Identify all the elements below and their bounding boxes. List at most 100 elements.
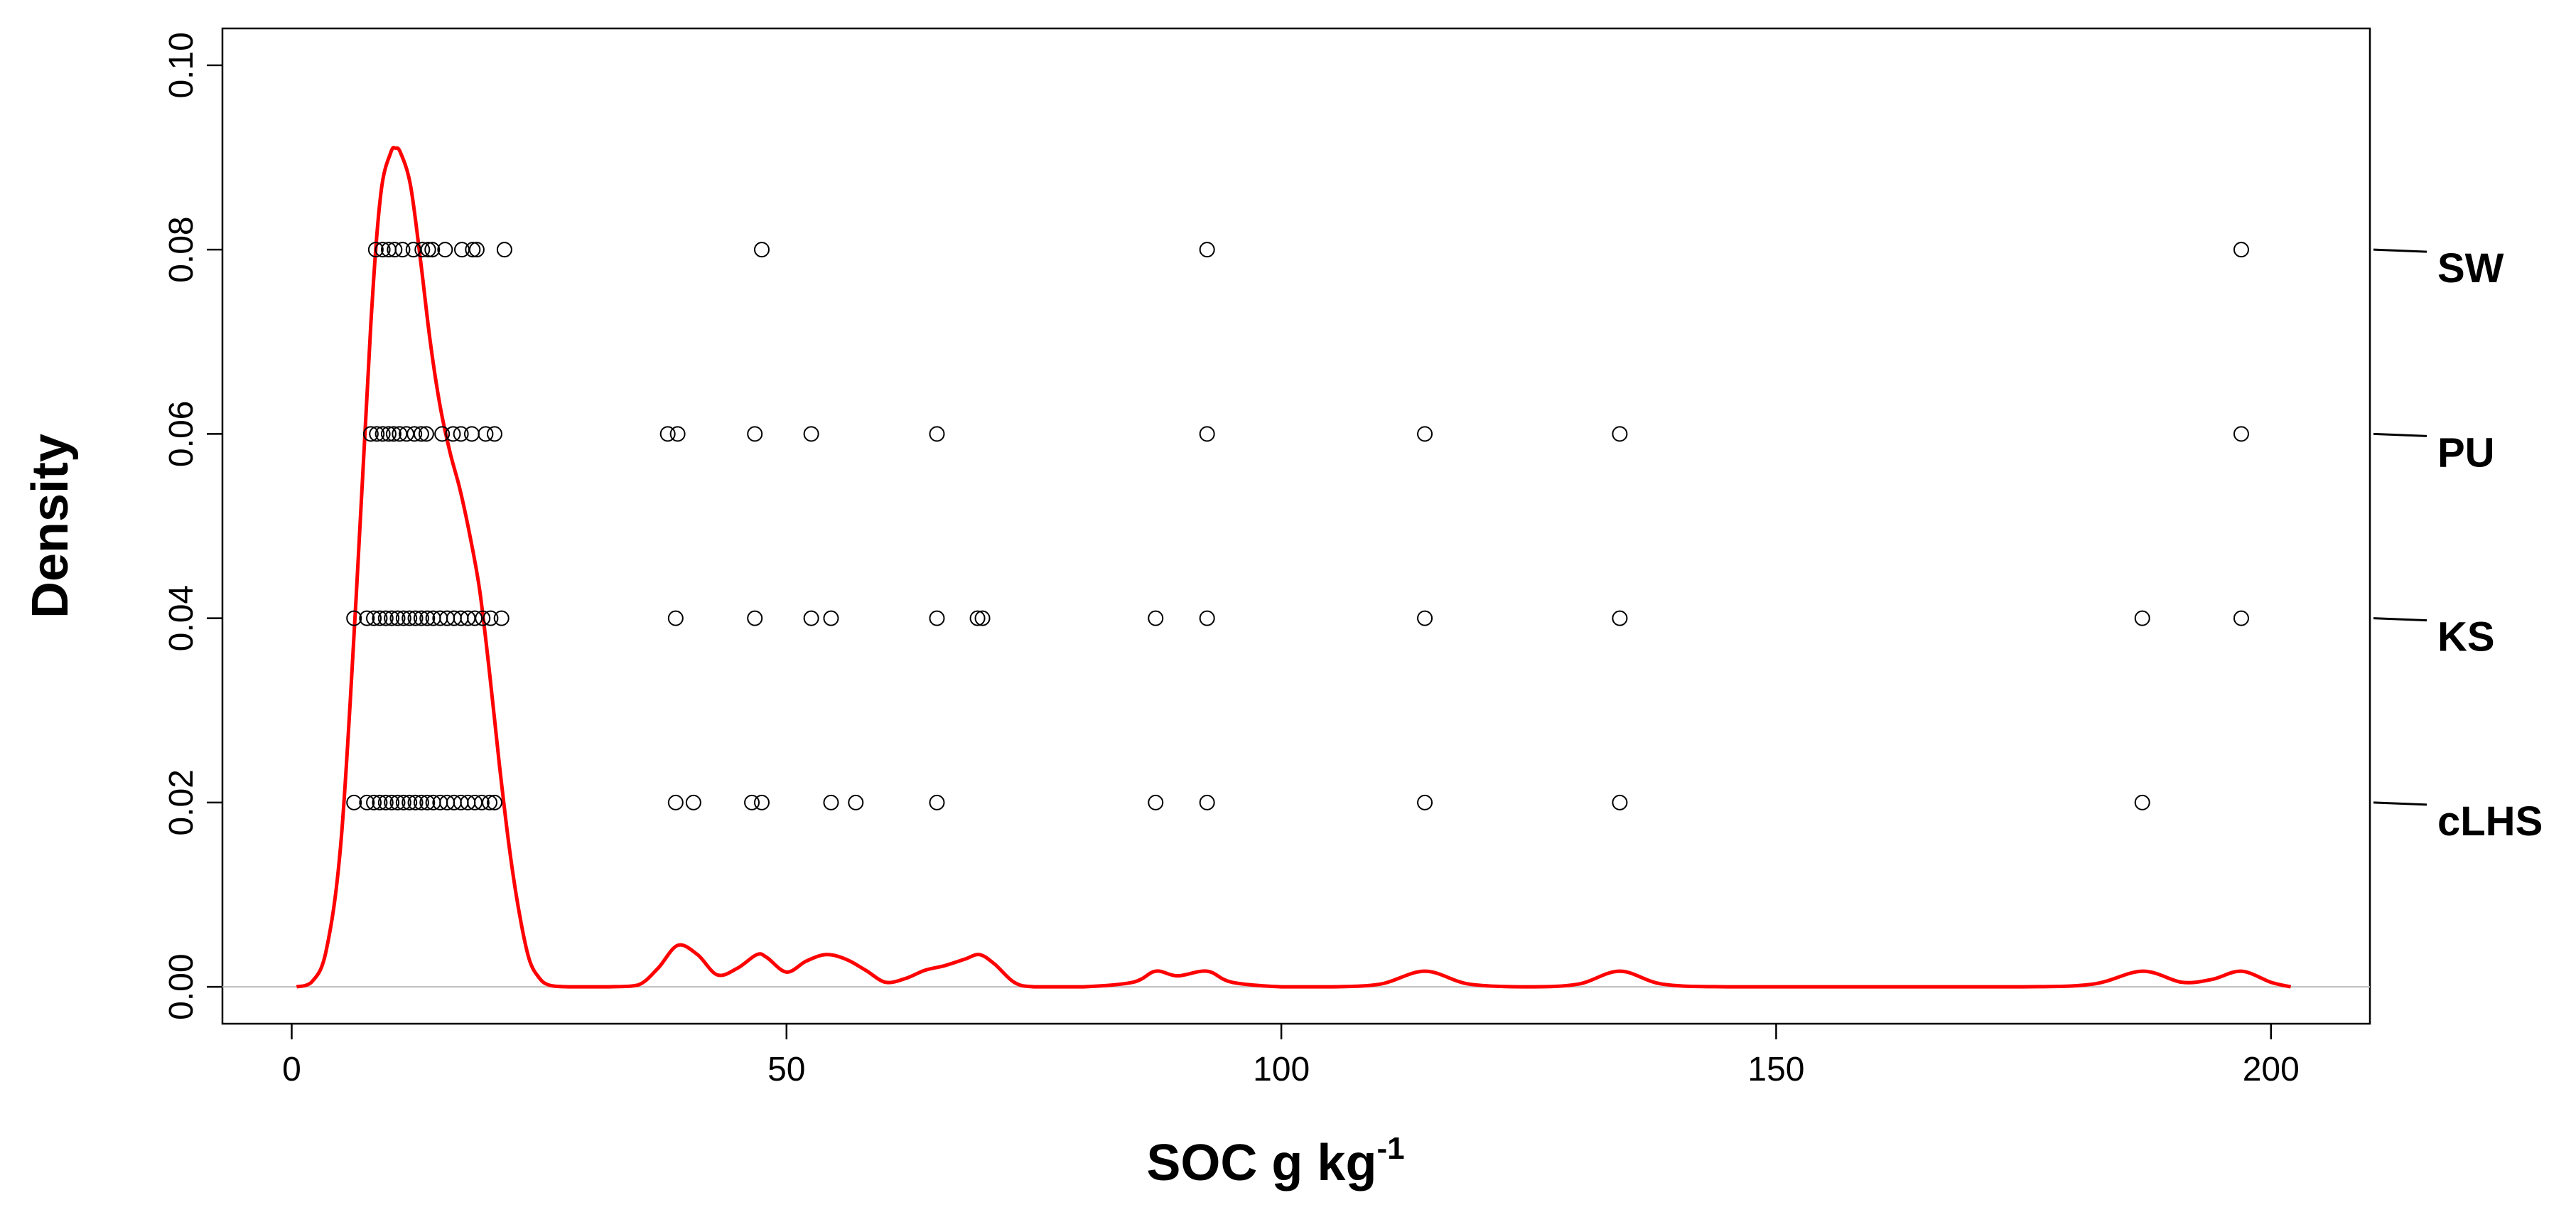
y-tick-label: 0.06 — [163, 401, 200, 467]
x-tick-label: 100 — [1253, 1051, 1310, 1088]
plot-frame — [221, 27, 2371, 1025]
data-point-pu — [385, 426, 402, 442]
data-point-ks — [483, 610, 499, 626]
data-point-sw — [420, 242, 436, 258]
data-point-ks — [1417, 610, 1433, 626]
data-point-ks — [667, 610, 684, 626]
group-leader-line — [2373, 248, 2427, 253]
data-point-sw — [414, 242, 431, 258]
data-point-sw — [387, 242, 403, 258]
data-point-ks — [803, 610, 819, 626]
data-point-ks — [467, 610, 483, 626]
data-point-clhs — [1148, 794, 1164, 810]
y-tick-label: 0.02 — [163, 769, 200, 835]
data-point-clhs — [346, 794, 362, 810]
series-clhs — [346, 794, 2150, 810]
data-point-clhs — [753, 794, 770, 810]
data-point-pu — [380, 426, 397, 442]
data-point-pu — [362, 426, 379, 442]
data-point-clhs — [389, 794, 406, 810]
data-point-ks — [475, 610, 491, 626]
data-point-pu — [669, 426, 686, 442]
data-point-pu — [413, 426, 429, 442]
data-point-ks — [384, 610, 400, 626]
data-point-sw — [374, 242, 391, 258]
data-point-ks — [407, 610, 424, 626]
group-label-ks: KS — [2437, 614, 2495, 660]
series-pu — [362, 426, 2249, 442]
data-point-clhs — [667, 794, 684, 810]
data-point-sw — [753, 242, 770, 258]
data-point-sw — [1199, 242, 1215, 258]
data-point-ks — [366, 610, 382, 626]
x-axis-title: SOC g kg-1 — [1146, 1131, 1404, 1191]
y-tick-label: 0.00 — [163, 953, 200, 1019]
data-point-pu — [478, 426, 494, 442]
series-ks — [346, 610, 2249, 626]
data-point-ks — [372, 610, 388, 626]
data-point-clhs — [2134, 794, 2150, 810]
data-point-pu — [1612, 426, 1628, 442]
data-point-clhs — [395, 794, 411, 810]
data-point-pu — [659, 426, 676, 442]
data-point-sw — [2233, 242, 2249, 258]
data-point-pu — [406, 426, 423, 442]
data-point-clhs — [377, 794, 394, 810]
group-label-clhs: cLHS — [2437, 798, 2543, 845]
data-point-clhs — [413, 794, 429, 810]
density-curve — [296, 146, 2292, 989]
y-tick-label: 0.08 — [163, 216, 200, 282]
y-axis-title: Density — [22, 434, 79, 618]
data-point-sw — [394, 242, 411, 258]
data-point-ks — [493, 610, 510, 626]
data-point-pu — [453, 426, 469, 442]
data-point-clhs — [744, 794, 760, 810]
data-point-sw — [468, 242, 485, 258]
data-point-sw — [465, 242, 481, 258]
x-tick-label: 200 — [2243, 1051, 2300, 1088]
data-point-sw — [496, 242, 512, 258]
y-tick-label: 0.04 — [163, 585, 200, 651]
data-point-clhs — [685, 794, 701, 810]
data-point-ks — [395, 610, 411, 626]
data-point-pu — [2233, 426, 2249, 442]
data-point-sw — [424, 242, 441, 258]
data-point-pu — [486, 426, 502, 442]
data-point-ks — [402, 610, 418, 626]
data-point-pu — [747, 426, 763, 442]
data-point-ks — [2134, 610, 2150, 626]
x-tick-label: 50 — [767, 1051, 805, 1088]
y-tick-label: 0.10 — [163, 32, 200, 98]
data-point-pu — [1199, 426, 1215, 442]
data-point-ks — [389, 610, 406, 626]
data-point-clhs — [366, 794, 382, 810]
data-point-sw — [437, 242, 453, 258]
data-point-clhs — [1417, 794, 1433, 810]
data-point-pu — [369, 426, 385, 442]
data-point-clhs — [823, 794, 839, 810]
data-point-clhs — [486, 794, 502, 810]
data-point-ks — [413, 610, 429, 626]
data-point-clhs — [482, 794, 498, 810]
x-tick-label: 150 — [1747, 1051, 1804, 1088]
data-point-pu — [1417, 426, 1433, 442]
data-point-clhs — [473, 794, 490, 810]
data-point-clhs — [848, 794, 864, 810]
x-axis-title-superscript: -1 — [1376, 1131, 1404, 1166]
data-point-ks — [346, 610, 362, 626]
data-point-clhs — [929, 794, 945, 810]
data-point-clhs — [407, 794, 424, 810]
group-label-sw: SW — [2437, 245, 2504, 291]
data-point-ks — [377, 610, 394, 626]
data-point-ks — [1612, 610, 1628, 626]
data-point-ks — [929, 610, 945, 626]
data-point-clhs — [384, 794, 400, 810]
data-point-sw — [367, 242, 384, 258]
data-point-pu — [374, 426, 391, 442]
data-point-pu — [418, 426, 434, 442]
data-point-ks — [2233, 610, 2249, 626]
data-point-ks — [419, 610, 436, 626]
group-leader-line — [2373, 617, 2427, 622]
group-leader-line — [2373, 432, 2427, 437]
